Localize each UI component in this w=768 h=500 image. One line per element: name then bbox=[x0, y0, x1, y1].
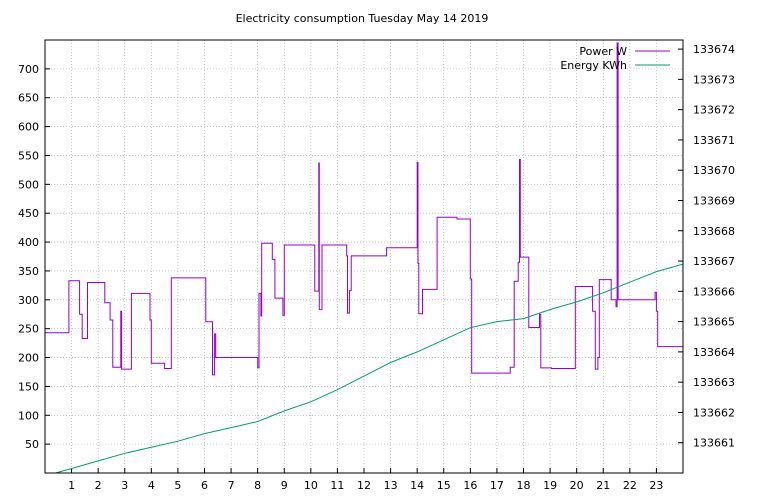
x-tick-label: 6 bbox=[201, 479, 208, 492]
y-tick-label: 500 bbox=[18, 178, 39, 191]
y2-tick-label: 133668 bbox=[693, 225, 735, 238]
x-tick-label: 22 bbox=[623, 479, 637, 492]
x-tick-label: 21 bbox=[596, 479, 610, 492]
y2-tick-label: 133664 bbox=[693, 346, 735, 359]
y2-tick-label: 133663 bbox=[693, 376, 735, 389]
x-tick-label: 12 bbox=[357, 479, 371, 492]
plot-frame bbox=[44, 39, 684, 474]
x-axis-ticks: 1 2 3 4 5 6 7 8 9 10 11 12 13 14 15 16 17 18 19 20 21 22 23 bbox=[68, 468, 663, 492]
series-power-w-line bbox=[45, 42, 684, 376]
y-tick-label: 600 bbox=[18, 121, 39, 134]
x-tick-label: 8 bbox=[254, 479, 261, 492]
x-tick-label: 14 bbox=[410, 479, 424, 492]
x-tick-label: 2 bbox=[95, 479, 102, 492]
y-tick-label: 550 bbox=[18, 149, 39, 162]
y2-tick-label: 133666 bbox=[693, 285, 735, 298]
y2-tick-label: 133673 bbox=[693, 73, 735, 86]
legend-label-power-w: Power W bbox=[579, 45, 627, 58]
x-tick-label: 1 bbox=[68, 479, 75, 492]
y2-tick-label: 133669 bbox=[693, 194, 735, 207]
legend-label-energy-kwh: Energy KWh bbox=[560, 59, 627, 72]
y-tick-label: 250 bbox=[18, 323, 39, 336]
y-tick-label: 450 bbox=[18, 207, 39, 220]
y-tick-label: 200 bbox=[18, 352, 39, 365]
y2-tick-label: 133667 bbox=[693, 255, 735, 268]
y2-tick-label: 133662 bbox=[693, 406, 735, 419]
x-tick-label: 10 bbox=[304, 479, 318, 492]
y2-tick-label: 133674 bbox=[693, 43, 735, 56]
x-tick-label: 17 bbox=[490, 479, 504, 492]
grid bbox=[45, 40, 683, 473]
x-tick-label: 20 bbox=[570, 479, 584, 492]
x-tick-label: 7 bbox=[228, 479, 235, 492]
y2-axis-ticks: 133661 133662 133663 133664 133665 133666 1336… bbox=[678, 43, 735, 450]
y-tick-label: 300 bbox=[18, 294, 39, 307]
x-tick-label: 11 bbox=[330, 479, 344, 492]
x-tick-label: 18 bbox=[517, 479, 531, 492]
y-tick-label: 100 bbox=[18, 409, 39, 422]
y-tick-label: 650 bbox=[18, 92, 39, 105]
y2-tick-label: 133670 bbox=[693, 164, 735, 177]
x-tick-label: 9 bbox=[281, 479, 288, 492]
y-tick-label: 350 bbox=[18, 265, 39, 278]
x-tick-label: 23 bbox=[649, 479, 663, 492]
x-tick-label: 5 bbox=[174, 479, 181, 492]
y-tick-label: 400 bbox=[18, 236, 39, 249]
y2-tick-label: 133661 bbox=[693, 437, 735, 450]
y-tick-label: 50 bbox=[25, 438, 39, 451]
chart-title: Electricity consumption Tuesday May 14 2… bbox=[236, 12, 489, 25]
y2-tick-label: 133672 bbox=[693, 104, 735, 117]
y2-tick-label: 133671 bbox=[693, 134, 735, 147]
x-tick-label: 3 bbox=[121, 479, 128, 492]
x-tick-label: 13 bbox=[384, 479, 398, 492]
x-tick-label: 16 bbox=[463, 479, 477, 492]
y2-tick-label: 133665 bbox=[693, 316, 735, 329]
y-axis-ticks: 50 100 150 200 250 300 350 400 450 500 550 600 650 70… bbox=[18, 63, 50, 451]
x-tick-label: 4 bbox=[148, 479, 155, 492]
series-energy-kwh-line bbox=[55, 263, 684, 474]
series-lines bbox=[45, 42, 684, 474]
x-tick-label: 19 bbox=[543, 479, 557, 492]
x-tick-label: 15 bbox=[437, 479, 451, 492]
y-tick-label: 700 bbox=[18, 63, 39, 76]
y-tick-label: 150 bbox=[18, 380, 39, 393]
